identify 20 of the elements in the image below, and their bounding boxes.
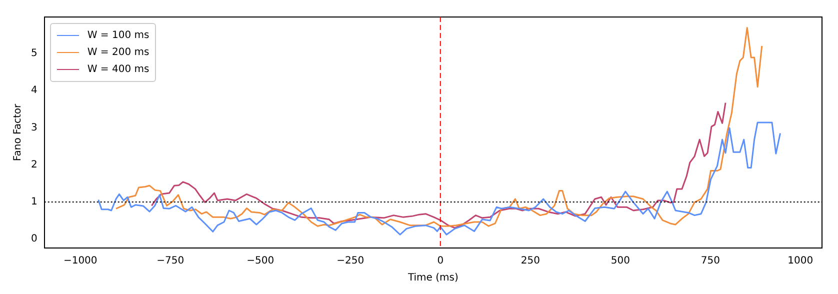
x-tick-label: −250	[336, 256, 364, 267]
x-tick-label: −750	[156, 256, 184, 267]
x-tick-label: 500	[610, 256, 630, 267]
x-axis-title: Time (ms)	[406, 272, 458, 284]
y-axis-title: Fano Factor	[12, 103, 24, 162]
y-tick-label: 0	[30, 234, 38, 245]
legend-label: W = 200 ms	[87, 47, 150, 58]
x-tick-label: 750	[700, 256, 720, 267]
y-tick-label: 2	[30, 159, 38, 170]
y-tick-label: 4	[30, 85, 38, 96]
x-tick-label: 0	[437, 256, 444, 267]
legend-label: W = 100 ms	[87, 30, 150, 41]
x-tick-label: −500	[246, 256, 274, 267]
legend-label: W = 400 ms	[87, 64, 150, 75]
x-tick-label: 250	[520, 256, 540, 267]
y-tick-label: 1	[30, 196, 38, 208]
x-tick-label: −1000	[63, 256, 98, 267]
y-tick-label: 3	[30, 122, 38, 134]
x-tick-label: 1000	[788, 256, 814, 267]
y-tick-label: 5	[30, 48, 38, 59]
